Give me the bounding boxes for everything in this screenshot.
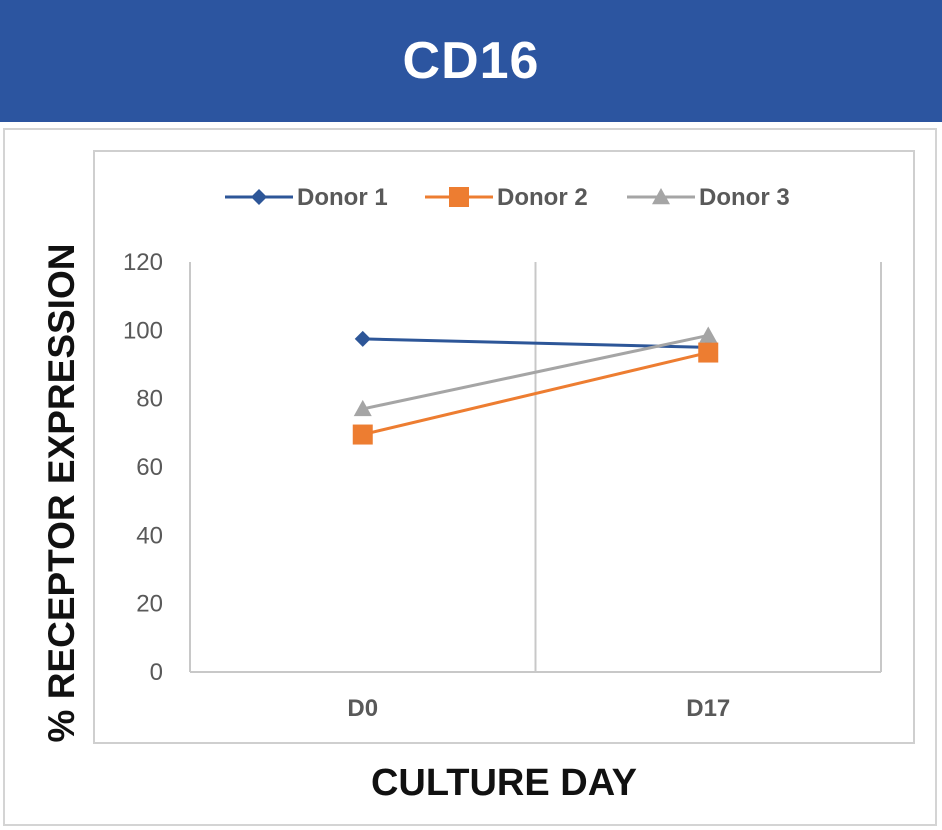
- legend-label-donor-3: Donor 3: [699, 184, 790, 211]
- y-axis-ticks: 0 20 40 60 80 100 120: [123, 249, 163, 686]
- legend: Donor 1 Donor 2 Donor 3: [225, 184, 790, 211]
- legend-marker-donor-3: [652, 188, 670, 205]
- y-tick-label: 40: [136, 522, 163, 549]
- legend-marker-donor-1: [251, 189, 267, 205]
- series-line-donor-2: [362, 351, 709, 437]
- series-line-donor-1: [362, 337, 709, 349]
- y-axis-label: % RECEPTOR EXPRESSION: [41, 243, 82, 743]
- chart-panel: [3, 128, 937, 826]
- y-tick-label: 20: [136, 591, 163, 618]
- x-tick-label: D0: [347, 695, 378, 722]
- y-tick-label: 100: [123, 317, 163, 344]
- data-point-donor-3: [699, 326, 718, 343]
- legend-label-donor-1: Donor 1: [297, 184, 388, 211]
- y-tick-label: 120: [123, 249, 163, 276]
- x-axis-label: CULTURE DAY: [370, 762, 638, 804]
- chart-title: CD16: [402, 32, 540, 90]
- plot-frame: [93, 150, 915, 744]
- data-point-donor-3: [353, 399, 372, 417]
- title-banner: CD16: [0, 0, 942, 122]
- y-tick-label: 0: [150, 659, 163, 686]
- data-point-donor-1: [354, 330, 371, 347]
- y-tick-label: 60: [136, 454, 163, 481]
- x-tick-label: D17: [686, 695, 730, 722]
- series-line-donor-3: [362, 333, 709, 411]
- legend-item-donor-2: Donor 2: [425, 184, 588, 211]
- y-tick-label: 80: [136, 386, 163, 413]
- series-donor-2: [352, 342, 719, 445]
- legend-label-donor-2: Donor 2: [497, 184, 588, 211]
- series-donor-3: [353, 326, 718, 417]
- legend-item-donor-3: Donor 3: [627, 184, 790, 211]
- data-point-donor-2: [698, 342, 719, 363]
- grid-lines: [189, 262, 882, 673]
- legend-item-donor-1: Donor 1: [225, 184, 388, 211]
- x-axis-ticks: D0 D17: [347, 695, 730, 722]
- data-point-donor-2: [352, 424, 373, 445]
- series-lines: [352, 326, 719, 445]
- legend-marker-donor-2: [449, 187, 469, 207]
